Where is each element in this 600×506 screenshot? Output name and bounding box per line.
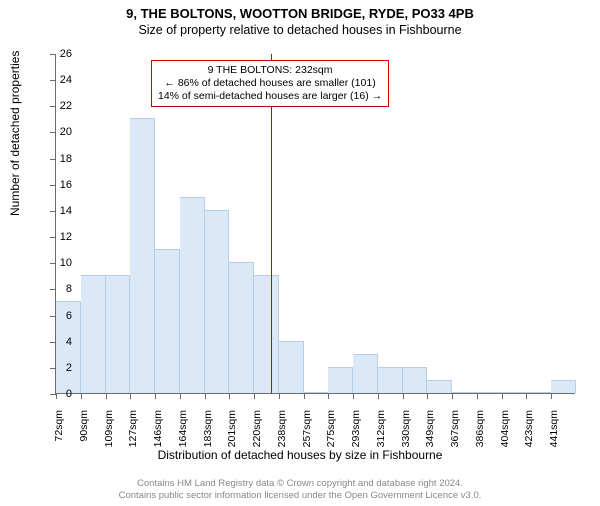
- y-tick-label: 22: [50, 100, 72, 112]
- histogram-bar: [403, 367, 428, 393]
- annotation-box: 9 THE BOLTONS: 232sqm← 86% of detached h…: [151, 60, 389, 107]
- page-title-2: Size of property relative to detached ho…: [0, 23, 600, 37]
- x-tick-label: 72sqm: [53, 410, 65, 454]
- histogram-bar: [551, 380, 576, 393]
- histogram-bar: [180, 197, 205, 393]
- y-tick-label: 12: [50, 231, 72, 243]
- chart-area: 9 THE BOLTONS: 232sqm← 86% of detached h…: [55, 54, 580, 394]
- page-title-1: 9, THE BOLTONS, WOOTTON BRIDGE, RYDE, PO…: [0, 6, 600, 21]
- histogram-bar: [81, 275, 106, 393]
- histogram-bar: [353, 354, 378, 393]
- footer-line-1: Contains HM Land Registry data © Crown c…: [0, 478, 600, 490]
- x-tick-label: 293sqm: [350, 410, 362, 454]
- histogram-bar: [254, 275, 279, 393]
- x-tick: [279, 393, 280, 399]
- x-tick-label: 312sqm: [375, 410, 387, 454]
- y-tick-label: 2: [50, 362, 72, 374]
- x-tick: [403, 393, 404, 399]
- y-axis-label: Number of detached properties: [8, 51, 22, 216]
- x-tick: [502, 393, 503, 399]
- annotation-line: ← 86% of detached houses are smaller (10…: [158, 77, 382, 90]
- x-tick: [452, 393, 453, 399]
- y-tick-label: 20: [50, 126, 72, 138]
- histogram-bar: [427, 380, 452, 393]
- x-tick-label: 183sqm: [202, 410, 214, 454]
- x-tick: [229, 393, 230, 399]
- y-tick-label: 6: [50, 310, 72, 322]
- histogram-bar: [279, 341, 304, 393]
- x-tick-label: 164sqm: [177, 410, 189, 454]
- histogram-bar: [205, 210, 230, 393]
- histogram-bar: [502, 392, 527, 393]
- x-tick: [328, 393, 329, 399]
- plot-region: 9 THE BOLTONS: 232sqm← 86% of detached h…: [55, 54, 575, 394]
- x-tick: [180, 393, 181, 399]
- y-tick-label: 16: [50, 179, 72, 191]
- y-tick-label: 4: [50, 336, 72, 348]
- x-tick-label: 146sqm: [152, 410, 164, 454]
- x-tick-label: 257sqm: [301, 410, 313, 454]
- x-tick-label: 386sqm: [474, 410, 486, 454]
- x-tick-label: 109sqm: [103, 410, 115, 454]
- histogram-bar: [378, 367, 403, 393]
- x-tick: [304, 393, 305, 399]
- histogram-bar: [526, 392, 551, 393]
- x-tick: [551, 393, 552, 399]
- x-tick-label: 330sqm: [400, 410, 412, 454]
- x-tick-label: 404sqm: [499, 410, 511, 454]
- y-tick-label: 14: [50, 205, 72, 217]
- y-tick-label: 10: [50, 257, 72, 269]
- annotation-line: 9 THE BOLTONS: 232sqm: [158, 64, 382, 77]
- x-tick-label: 90sqm: [78, 410, 90, 454]
- annotation-line: 14% of semi-detached houses are larger (…: [158, 90, 382, 103]
- x-tick-label: 275sqm: [325, 410, 337, 454]
- x-tick-label: 220sqm: [251, 410, 263, 454]
- y-tick-label: 18: [50, 153, 72, 165]
- x-tick: [254, 393, 255, 399]
- x-tick-label: 367sqm: [449, 410, 461, 454]
- x-tick-label: 238sqm: [276, 410, 288, 454]
- x-tick: [130, 393, 131, 399]
- x-tick-label: 201sqm: [226, 410, 238, 454]
- histogram-bar: [304, 392, 329, 393]
- histogram-bar: [229, 262, 254, 393]
- y-tick-label: 8: [50, 283, 72, 295]
- histogram-bar: [130, 118, 155, 393]
- histogram-bar: [106, 275, 131, 393]
- x-tick: [353, 393, 354, 399]
- x-tick-label: 349sqm: [424, 410, 436, 454]
- histogram-bar: [328, 367, 353, 393]
- y-tick-label: 26: [50, 48, 72, 60]
- histogram-bar: [477, 392, 502, 393]
- histogram-bar: [155, 249, 180, 393]
- x-tick: [378, 393, 379, 399]
- y-tick-label: 24: [50, 74, 72, 86]
- x-tick: [155, 393, 156, 399]
- x-tick-label: 127sqm: [127, 410, 139, 454]
- footer-line-2: Contains public sector information licen…: [0, 490, 600, 502]
- x-tick: [81, 393, 82, 399]
- x-tick: [106, 393, 107, 399]
- footer-attribution: Contains HM Land Registry data © Crown c…: [0, 478, 600, 502]
- x-tick: [526, 393, 527, 399]
- x-tick: [477, 393, 478, 399]
- x-tick: [205, 393, 206, 399]
- histogram-bar: [452, 392, 477, 393]
- x-tick-label: 423sqm: [523, 410, 535, 454]
- x-tick-label: 441sqm: [548, 410, 560, 454]
- y-tick-label: 0: [50, 388, 72, 400]
- x-tick: [427, 393, 428, 399]
